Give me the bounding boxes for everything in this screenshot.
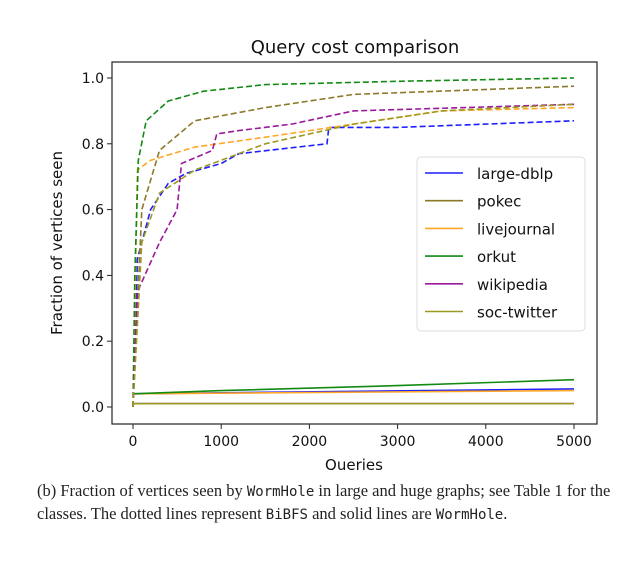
legend-label: pokec	[477, 193, 521, 211]
query-cost-chart: Query cost comparison Queries Fraction o…	[48, 37, 598, 470]
legend-label: soc-twitter	[477, 304, 558, 322]
x-tick-label: 0	[129, 434, 138, 450]
figure-caption: (b) Fraction of vertices seen by WormHol…	[37, 480, 627, 526]
bibfs-line-soc-twitter	[132, 103, 575, 408]
legend-label: wikipedia	[477, 276, 548, 294]
wormhole-line-orkut	[132, 378, 575, 395]
y-tick-label: 0.2	[82, 334, 104, 350]
caption-end: .	[503, 504, 508, 523]
y-tick-label: 0.6	[82, 203, 104, 219]
bibfs-line-wikipedia	[132, 103, 575, 408]
legend: large-dblp pokec livejournal orkut wikipedia…	[416, 156, 586, 332]
legend-label: livejournal	[477, 220, 555, 238]
x-tick-label: 2000	[292, 434, 328, 450]
x-tick-label: 1000	[203, 434, 239, 450]
chart-title: Query cost comparison	[251, 37, 460, 58]
bibfs-line-orkut	[132, 77, 575, 408]
legend-label: orkut	[477, 248, 516, 266]
caption-prefix: (b) Fraction of vertices seen by	[37, 481, 247, 500]
caption-code: WormHole	[435, 507, 504, 523]
caption-code: BiBFS	[265, 507, 308, 523]
x-axis-label: Queries	[325, 456, 383, 470]
bibfs-line-large-dblp	[132, 120, 575, 408]
y-axis-label: Fraction of vertices seen	[48, 151, 66, 335]
caption-text: and solid lines are	[307, 504, 436, 523]
wormhole-line-livejournal	[132, 389, 575, 395]
y-tick-label: 1.0	[82, 71, 104, 87]
x-tick-label: 5000	[556, 434, 592, 450]
x-tick-label: 4000	[468, 434, 504, 450]
x-tick-label: 3000	[380, 434, 416, 450]
caption-text: in large and huge graphs; see Table 1 fo…	[37, 481, 611, 523]
y-tick-label: 0.8	[82, 137, 104, 153]
plot-frame	[111, 61, 598, 425]
legend-label: large-dblp	[477, 165, 553, 183]
y-tick-label: 0.4	[82, 268, 104, 284]
caption-code: WormHole	[246, 484, 315, 500]
y-tick-label: 0.0	[82, 400, 104, 416]
